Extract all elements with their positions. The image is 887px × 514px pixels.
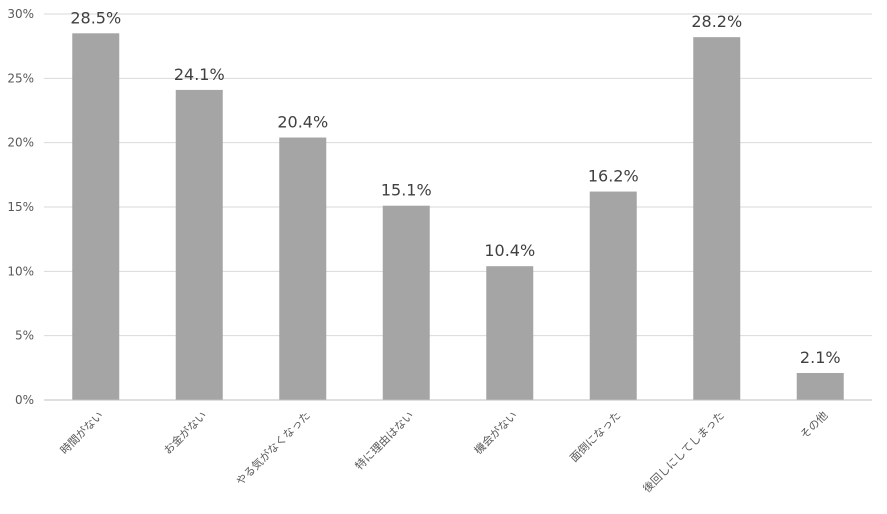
category-label: やる気がなくなった (233, 408, 313, 488)
category-label: お金がない (161, 408, 210, 457)
data-labels: 28.5% 24.1% 20.4% 15.1% 10.4% 16.2% 28.2% 2.1% (70, 8, 840, 367)
data-label: 24.1% (174, 65, 225, 84)
y-tick-label: 25% (7, 71, 34, 85)
data-label: 28.5% (70, 8, 121, 27)
y-tick-label: 10% (7, 264, 34, 278)
category-label: 特に理由はない (352, 408, 416, 472)
category-label: その他 (798, 409, 831, 442)
category-label: 機会がない (471, 408, 520, 457)
bar (486, 266, 534, 400)
bar (175, 89, 223, 400)
gridlines (44, 13, 872, 337)
data-label: 28.2% (691, 12, 742, 31)
category-label: 面倒になった (568, 409, 624, 465)
data-label: 15.1% (381, 181, 432, 200)
y-tick-label: 5% (15, 329, 34, 343)
y-tick-label: 0% (15, 393, 34, 407)
y-tick-label: 15% (7, 200, 34, 214)
data-label: 16.2% (588, 167, 639, 186)
bar (382, 205, 430, 400)
bar (72, 33, 120, 401)
bar (796, 372, 844, 400)
data-label: 10.4% (484, 241, 535, 260)
data-label: 20.4% (277, 113, 328, 132)
bar (589, 191, 637, 400)
data-label: 2.1% (800, 348, 841, 367)
y-tick-label: 30% (7, 7, 34, 21)
bar (693, 37, 741, 400)
category-label: 後回しにしてしまった (640, 408, 727, 495)
bars (72, 33, 844, 401)
category-labels: 時間がない お金がない やる気がなくなった 特に理由はない 機会がない 面倒になった 後回し… (57, 408, 830, 495)
bar (279, 137, 327, 400)
y-tick-label: 20% (7, 136, 34, 150)
y-axis-tick-labels: 0% 5% 10% 15% 20% 25% 30% (7, 7, 34, 407)
category-label: 時間がない (57, 408, 106, 457)
